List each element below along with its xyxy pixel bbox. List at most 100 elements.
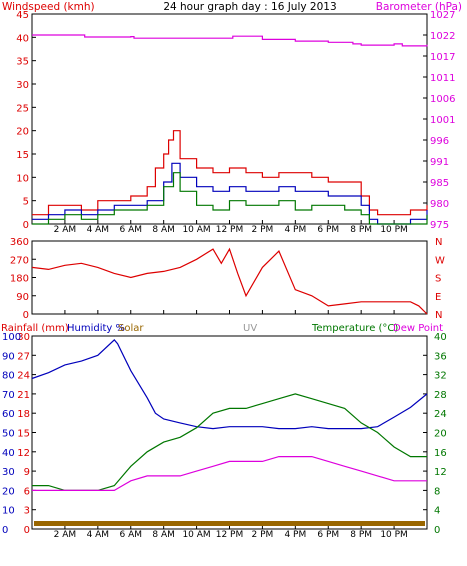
x-tick-label: 6 PM xyxy=(317,530,339,540)
humidity-tick-label: 0 xyxy=(2,525,8,536)
right-y-tick-label: 16 xyxy=(434,448,447,459)
solar-bar xyxy=(34,521,425,526)
right-y-tick-label: 4 xyxy=(434,506,440,517)
humidity-tick-label: 100 xyxy=(2,332,21,343)
right-y-tick-label: 975 xyxy=(430,220,449,231)
left-y-tick-label: 20 xyxy=(16,127,29,138)
right-y-tick-label: 1011 xyxy=(430,73,455,84)
x-tick-label: 4 PM xyxy=(284,225,306,235)
left-y-tick-label: 0 xyxy=(23,310,29,321)
right-y-tick-label: 1006 xyxy=(430,94,455,105)
left-y-tick-label: 30 xyxy=(16,80,29,91)
left-y-tick-label: 360 xyxy=(10,237,29,248)
left-y-tick-label: 270 xyxy=(10,255,29,266)
left-y-tick-label: 35 xyxy=(16,57,29,68)
humidity-tick-label: 80 xyxy=(2,371,15,382)
panel-3-series-line xyxy=(31,339,428,430)
right-y-tick-label: 1022 xyxy=(430,31,455,42)
left-y-tick-label: 180 xyxy=(10,274,29,285)
rainfall-label: Rainfall (mm) xyxy=(1,323,69,334)
panel-1-series-line xyxy=(32,34,428,47)
uv-label: UV xyxy=(243,323,257,334)
left-y-tick-label: 45 xyxy=(16,10,29,21)
x-tick-label: 6 AM xyxy=(119,225,142,235)
x-tick-label: 10 AM xyxy=(182,225,210,235)
x-tick-label: 4 AM xyxy=(87,225,110,235)
right-axis-label: Barometer (hPa) xyxy=(376,1,462,13)
left-y-tick-label: 0 xyxy=(23,220,29,231)
left-y-tick-label: 5 xyxy=(23,197,29,208)
x-tick-label: 6 AM xyxy=(119,530,142,540)
rainfall-tick-label: 21 xyxy=(17,390,30,401)
x-tick-label: 2 PM xyxy=(252,225,274,235)
humidity-tick-label: 40 xyxy=(2,448,15,459)
dewpoint-label: Dew Point xyxy=(393,323,443,334)
rainfall-tick-label: 24 xyxy=(17,371,30,382)
rainfall-tick-label: 18 xyxy=(17,409,30,420)
humidity-tick-label: 50 xyxy=(2,429,15,440)
panel-1-series-line xyxy=(32,162,428,225)
panel-2-frame xyxy=(31,240,428,315)
right-y-tick-label: 1027 xyxy=(430,10,455,21)
compass-label: N xyxy=(435,237,442,248)
right-y-tick-label: 24 xyxy=(434,409,447,420)
humidity-tick-label: 20 xyxy=(2,486,15,497)
right-y-tick-label: 28 xyxy=(434,390,447,401)
rainfall-tick-label: 30 xyxy=(17,332,30,343)
compass-label: S xyxy=(435,274,441,285)
rainfall-tick-label: 12 xyxy=(17,448,30,459)
humidity-tick-label: 30 xyxy=(2,467,15,478)
rainfall-tick-label: 27 xyxy=(17,351,30,362)
panel-1-series-line xyxy=(32,130,428,216)
left-y-tick-label: 40 xyxy=(16,33,29,44)
right-y-tick-label: 40 xyxy=(434,332,447,343)
left-y-tick-label: 10 xyxy=(16,173,29,184)
panel-3-frame xyxy=(31,335,428,530)
right-y-tick-label: 0 xyxy=(434,525,440,536)
wind-direction-line xyxy=(31,247,428,315)
humidity-tick-label: 70 xyxy=(2,390,15,401)
rainfall-tick-label: 6 xyxy=(24,486,30,497)
chart-title: 24 hour graph day : 16 July 2013 xyxy=(163,1,336,13)
panel-3-series-line xyxy=(32,393,427,491)
left-y-tick-label: 90 xyxy=(16,292,29,303)
x-tick-label: 2 AM xyxy=(54,530,77,540)
left-axis-label: Windspeed (kmh) xyxy=(2,1,95,13)
x-tick-label: 6 PM xyxy=(317,225,339,235)
temperature-label: Temperature (°C) xyxy=(311,323,398,334)
solar-label: Solar xyxy=(118,323,144,334)
humidity-tick-label: 60 xyxy=(2,409,15,420)
humidity-tick-label: 10 xyxy=(2,506,15,517)
x-tick-label: 10 PM xyxy=(380,225,408,235)
x-tick-label: 4 PM xyxy=(284,530,306,540)
panel-3-series-line xyxy=(32,456,427,491)
compass-label: E xyxy=(435,292,441,303)
right-y-tick-label: 996 xyxy=(430,136,449,147)
rainfall-tick-label: 0 xyxy=(24,525,30,536)
compass-label: N xyxy=(435,310,442,321)
right-y-tick-label: 1001 xyxy=(430,115,455,126)
x-tick-label: 2 PM xyxy=(252,530,274,540)
right-y-tick-label: 12 xyxy=(434,467,447,478)
x-tick-label: 12 PM xyxy=(216,225,244,235)
x-tick-label: 4 AM xyxy=(87,530,110,540)
x-tick-label: 8 AM xyxy=(152,225,175,235)
right-y-tick-label: 985 xyxy=(430,178,449,189)
x-tick-label: 8 PM xyxy=(350,530,372,540)
right-y-tick-label: 1017 xyxy=(430,52,455,63)
left-y-tick-label: 25 xyxy=(16,103,29,114)
x-tick-label: 8 PM xyxy=(350,225,372,235)
left-y-tick-label: 15 xyxy=(16,150,29,161)
panel-1-series-line xyxy=(32,172,428,225)
compass-label: W xyxy=(435,255,445,266)
right-y-tick-label: 980 xyxy=(430,199,449,210)
x-tick-label: 10 AM xyxy=(182,530,210,540)
x-tick-label: 8 AM xyxy=(152,530,175,540)
right-y-tick-label: 20 xyxy=(434,429,447,440)
humidity-tick-label: 90 xyxy=(2,351,15,362)
humidity-label: Humidity % xyxy=(67,323,125,334)
rainfall-tick-label: 3 xyxy=(24,506,30,517)
right-y-tick-label: 32 xyxy=(434,371,447,382)
right-y-tick-label: 36 xyxy=(434,351,447,362)
